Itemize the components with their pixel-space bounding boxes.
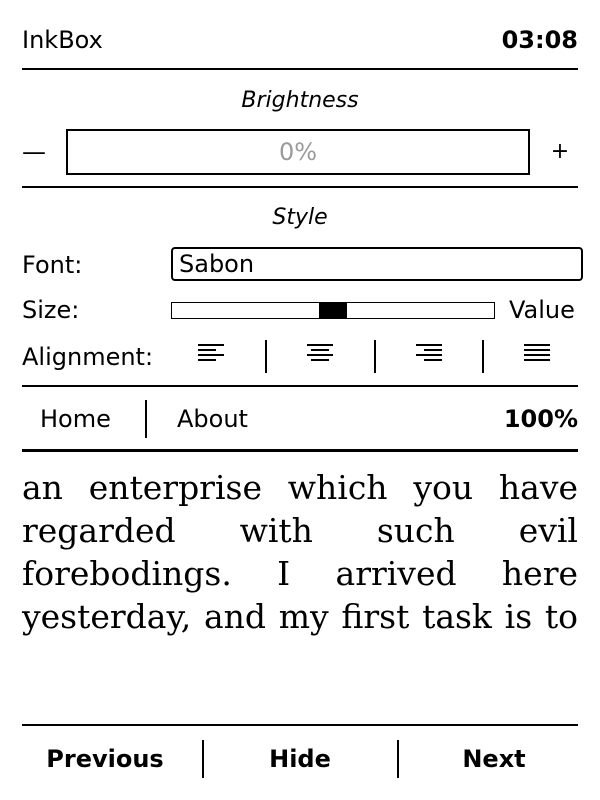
align-justify-icon [524,344,550,361]
size-value-label: Value [509,296,575,324]
style-title: Style [272,205,328,230]
footer-separator [202,740,204,778]
brightness-decrease-button[interactable]: — [22,134,50,170]
alignment-separator [374,340,376,373]
brightness-divider [22,186,578,188]
align-right-button[interactable] [389,340,469,376]
brightness-value: 0% [278,138,318,166]
hide-button[interactable]: Hide [269,745,331,773]
next-button[interactable]: Next [462,745,526,773]
text-line: yesterday, and my first task is to [22,597,578,636]
align-justify-button[interactable] [497,340,577,376]
font-field[interactable]: Sabon [171,247,583,281]
app-title: InkBox [22,26,103,54]
size-slider[interactable] [171,302,495,319]
reading-text: an enterprise which you have regarded wi… [22,466,578,638]
size-label: Size: [22,296,80,324]
home-link[interactable]: Home [40,405,111,433]
text-line: forebodings. I arrived here [22,554,578,593]
align-center-button[interactable] [280,340,360,376]
nav-divider [22,449,578,452]
align-right-icon [416,344,442,361]
nav-separator [145,400,147,438]
alignment-separator [265,340,267,373]
brightness-title: Brightness [241,88,359,113]
clock: 03:08 [501,26,578,54]
alignment-label: Alignment: [22,343,154,371]
text-line: an enterprise which you have [22,468,578,507]
font-label: Font: [22,251,83,279]
brightness-increase-button[interactable]: + [546,134,574,170]
minus-icon: — [22,138,46,166]
alignment-separator [482,340,484,373]
align-left-icon [198,344,224,361]
plus-icon: + [550,139,570,164]
size-slider-handle[interactable] [319,303,347,318]
about-link[interactable]: About [177,405,248,433]
footer-divider [22,724,578,726]
text-line: regarded with such evil [22,511,578,550]
align-left-button[interactable] [171,340,251,376]
align-center-icon [307,344,333,361]
footer-separator [397,740,399,778]
brightness-bar[interactable]: 0% [66,129,530,175]
reading-progress: 100% [503,405,578,433]
previous-button[interactable]: Previous [46,745,164,773]
style-divider [22,385,578,387]
header-divider [22,68,578,70]
